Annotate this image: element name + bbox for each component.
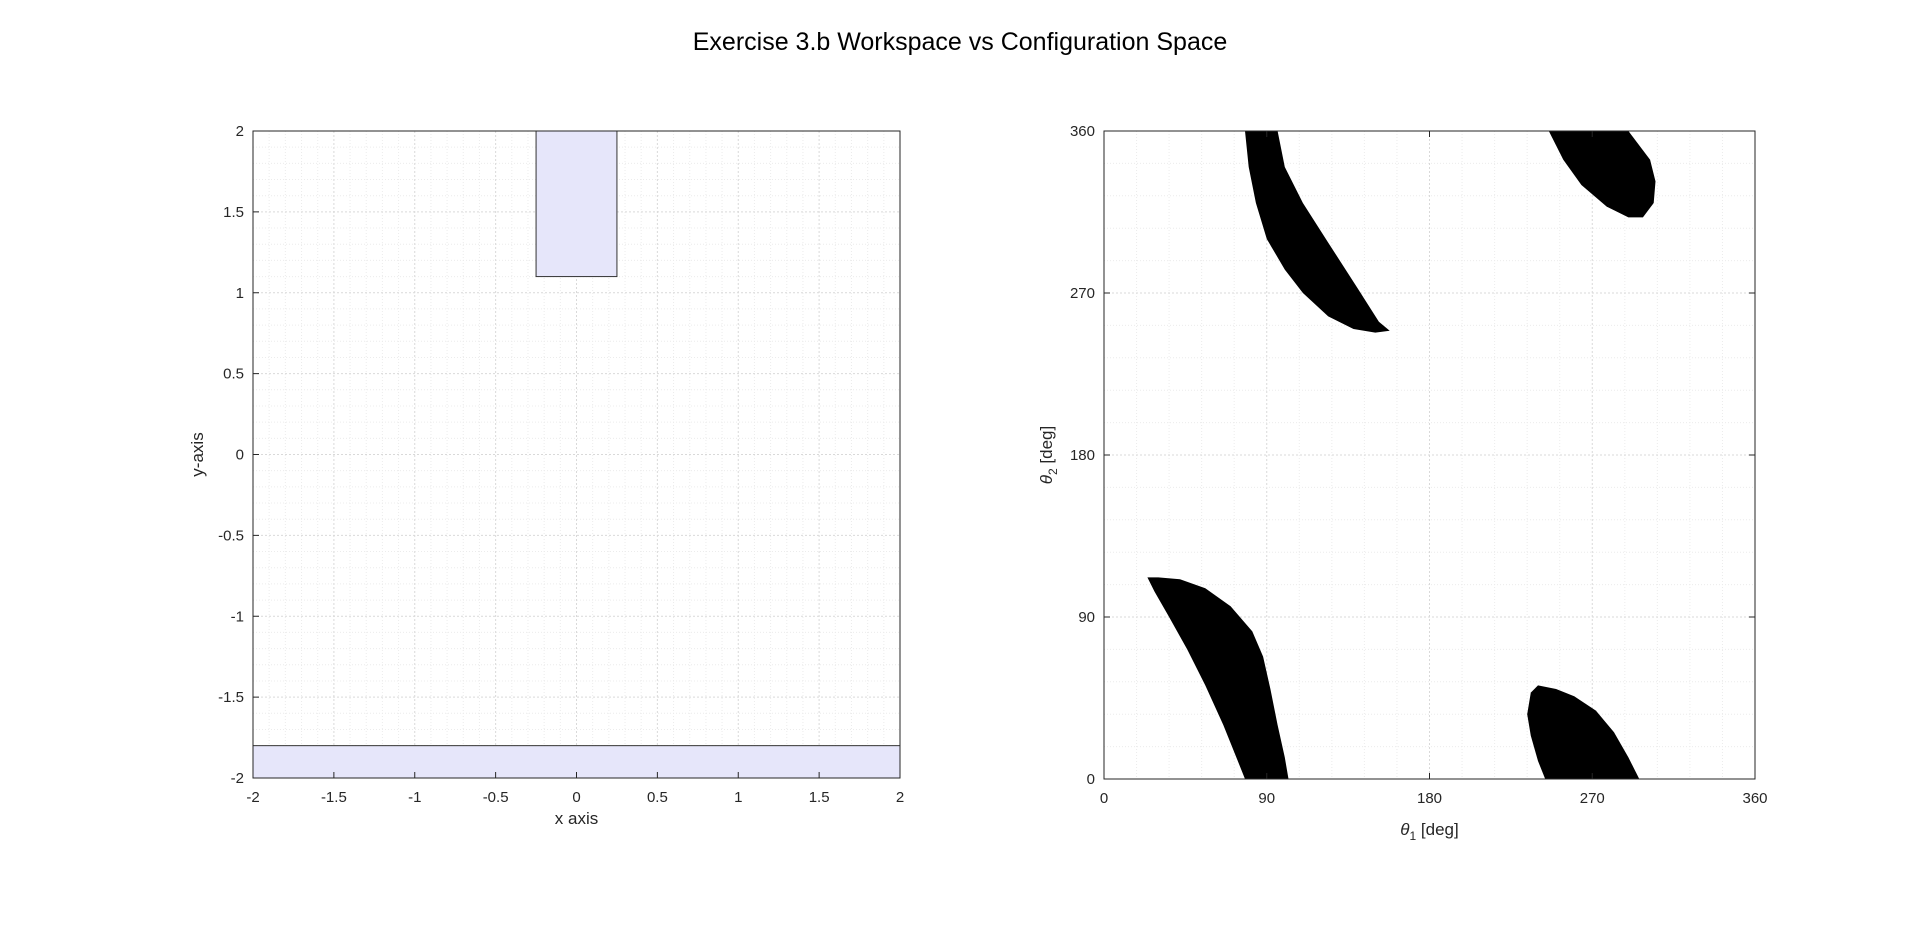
- workspace-x-ticks: -2 -1.5 -1 -0.5 0 0.5 1 1.5 2: [246, 772, 904, 806]
- cspace-x-ticks: 0 90 180 270 360: [1100, 131, 1768, 807]
- y-tick-label: 1.5: [223, 204, 244, 221]
- y-tick-label: 0: [236, 447, 244, 464]
- y-tick-label: 2: [236, 123, 244, 140]
- y-tick-label: 180: [1070, 447, 1095, 464]
- x-tick-label: 0.5: [647, 789, 668, 806]
- cspace-x-axis-label: θ1 [deg]: [1400, 820, 1458, 843]
- workspace-y-ticks: -2 -1.5 -1 -0.5 0 0.5 1 1.5 2: [218, 123, 259, 787]
- x-tick-label: 360: [1742, 790, 1767, 807]
- x-tick-label: 1.5: [809, 789, 830, 806]
- workspace-axes: -2 -1.5 -1 -0.5 0 0.5 1 1.5 2 -2 -1.5 -1 -0.5 0 0.5 1 1…: [188, 123, 904, 828]
- x-tick-label: 1: [734, 789, 742, 806]
- workspace-y-axis-label: y-axis: [188, 432, 207, 476]
- y-tick-label: 0.5: [223, 366, 244, 383]
- cspace-grid: [1104, 131, 1755, 779]
- x-tick-label: 270: [1580, 790, 1605, 807]
- y-tick-label: -0.5: [218, 527, 244, 544]
- x-tick-label: 2: [896, 789, 904, 806]
- y-tick-label: -2: [231, 770, 244, 787]
- y-tick-label: 360: [1070, 123, 1095, 140]
- cspace-y-ticks: 0 90 180 270 360: [1070, 123, 1755, 788]
- cspace-obstacle-region-2: [1548, 131, 1656, 218]
- cspace-obstacles: [1147, 131, 1656, 779]
- x-tick-label: 0: [1100, 790, 1108, 807]
- x-tick-label: -2: [246, 789, 259, 806]
- y-tick-label: 0: [1087, 771, 1095, 788]
- x-tick-label: 0: [572, 789, 580, 806]
- cspace-obstacle-region-3: [1147, 577, 1289, 779]
- workspace-x-axis-label: x axis: [555, 809, 598, 828]
- cspace-obstacle-region-4: [1527, 685, 1640, 779]
- y-tick-label: 1: [236, 285, 244, 302]
- x-tick-label: -1.5: [321, 789, 347, 806]
- y-tick-label: 270: [1070, 285, 1095, 302]
- figure-title: Exercise 3.b Workspace vs Configuration …: [692, 28, 1228, 56]
- cspace-axes: 0 90 180 270 360 0 90 180 270 360 θ1 [deg] θ2 [d…: [1037, 123, 1768, 843]
- x-tick-label: 180: [1417, 790, 1442, 807]
- cspace-y-axis-label: θ2 [deg]: [1037, 426, 1060, 484]
- x-tick-label: 90: [1258, 790, 1275, 807]
- x-tick-label: -1: [408, 789, 421, 806]
- x-tick-label: -0.5: [483, 789, 509, 806]
- workspace-obstacle-1: [535, 130, 618, 278]
- cspace-obstacle-region-1: [1245, 131, 1390, 333]
- y-tick-label: 90: [1078, 609, 1095, 626]
- y-tick-label: -1.5: [218, 689, 244, 706]
- y-tick-label: -1: [231, 608, 244, 625]
